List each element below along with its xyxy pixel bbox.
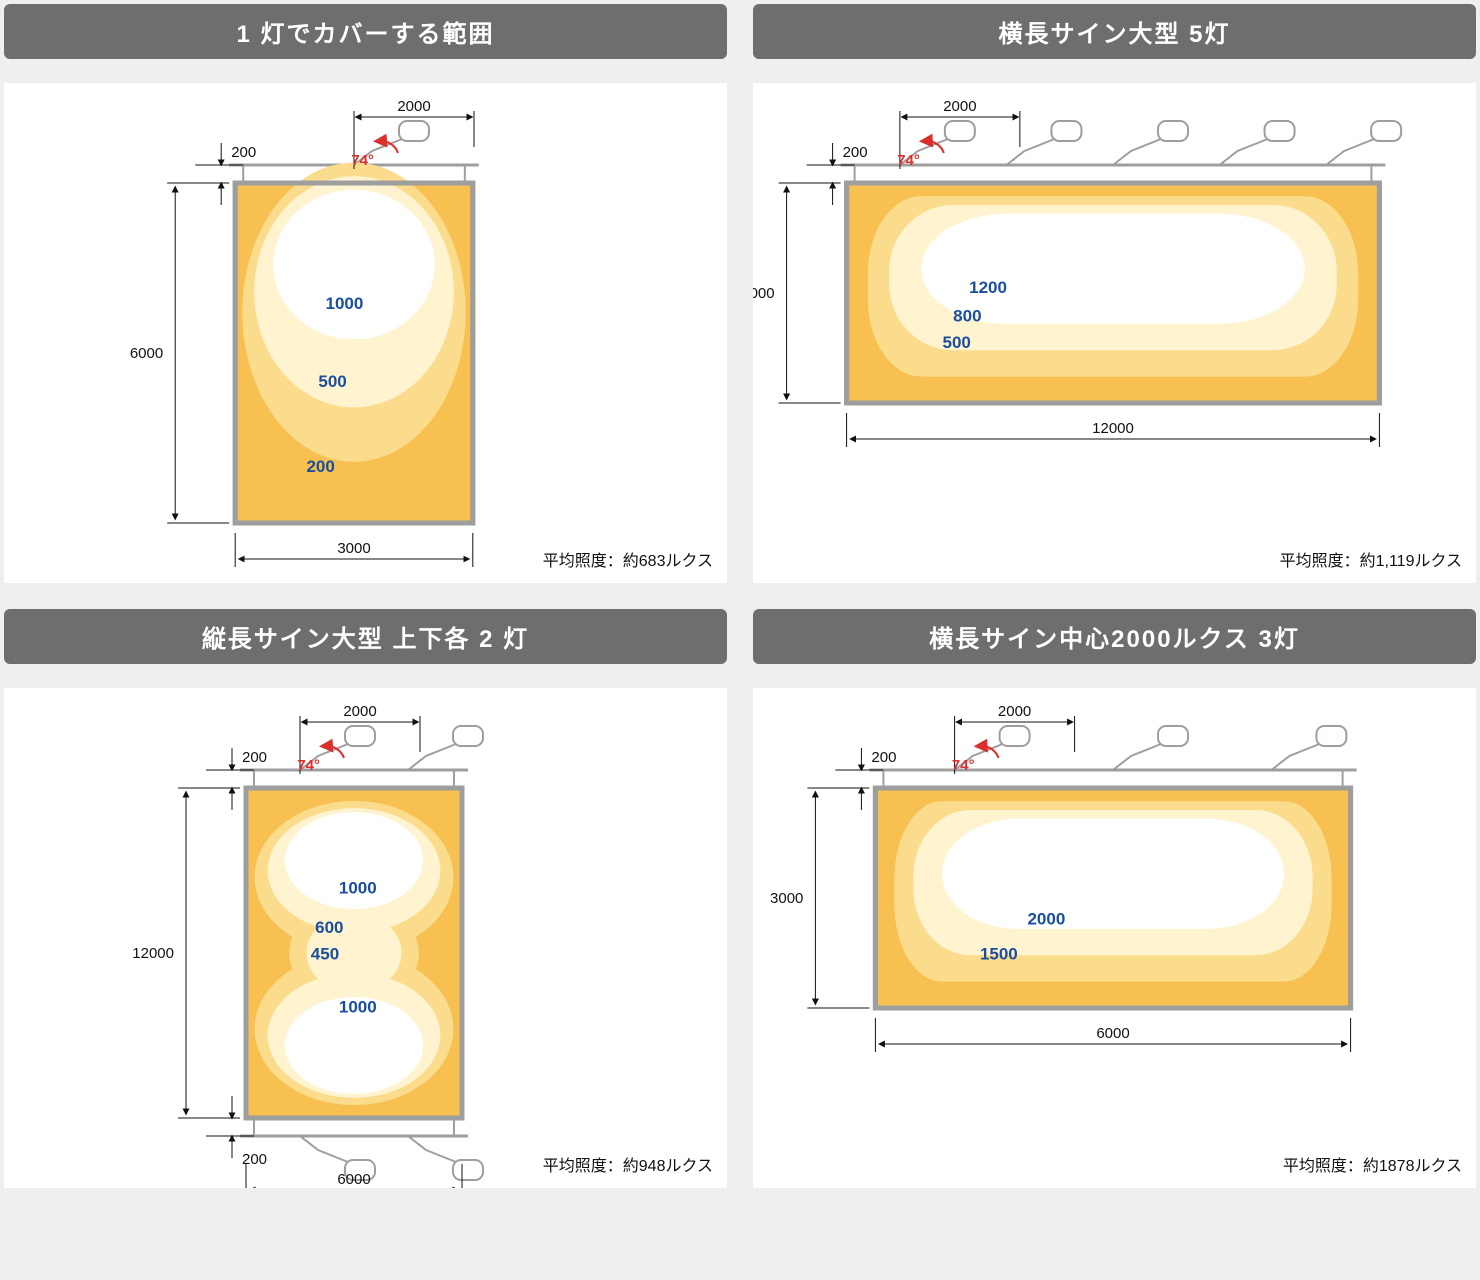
avg-lux-label: 平均照度：約1,119ルクス	[1280, 547, 1462, 571]
panel-frame: 1200 800 500 6000 200 2000 74° 12000 平均照度：約1,119…	[753, 83, 1476, 583]
panel-title: 縦長サイン大型 上下各 2 灯	[4, 609, 727, 664]
diagram-svg: 2000 1500 3000 200 2000 74° 6000	[753, 688, 1473, 1188]
avg-lux-label: 平均照度：約683ルクス	[543, 547, 713, 571]
panel-frame: 1000 500 200 6000 200 2000 74° 3000 平均照度：約683ルクス	[4, 83, 727, 583]
lux-value: 1500	[980, 945, 1018, 964]
lux-value: 600	[315, 918, 343, 937]
dim-horizontal: 6000	[337, 1171, 370, 1188]
lux-value: 450	[311, 945, 339, 964]
angle-label: 74°	[297, 757, 320, 774]
lux-value: 500	[318, 372, 346, 391]
lux-value: 200	[306, 457, 334, 476]
dim-horizontal: 3000	[337, 540, 370, 557]
panel-title: 横長サイン大型 5灯	[753, 4, 1476, 59]
dim-arm: 2000	[343, 703, 376, 720]
angle-label: 74°	[897, 152, 920, 169]
lux-value: 1200	[969, 278, 1007, 297]
dim-top-offset: 200	[231, 144, 256, 161]
panel-title: 横長サイン中心2000ルクス 3灯	[753, 609, 1476, 664]
dim-top-offset: 200	[242, 749, 267, 766]
panel-frame: 1000600450100012000200200200074°6000平均照度…	[4, 688, 727, 1188]
dim-vertical: 6000	[130, 345, 163, 362]
dim-horizontal: 6000	[1096, 1025, 1129, 1042]
avg-lux-label: 平均照度：約948ルクス	[543, 1152, 713, 1176]
dim-horizontal: 12000	[1092, 420, 1134, 437]
dim-vertical: 3000	[770, 890, 803, 907]
lux-value: 500	[943, 333, 971, 352]
dim-arm: 2000	[998, 703, 1031, 720]
lux-value: 2000	[1027, 909, 1065, 928]
panel-p3: 縦長サイン大型 上下各 2 灯 1000 600 450 1000 12000 200 200…	[4, 609, 727, 1188]
lux-value: 1000	[339, 879, 377, 898]
panel-p1: 1 灯でカバーする範囲 1000 500 200 6000 200 2000 74° 3000 平…	[4, 4, 727, 583]
panel-p2: 横長サイン大型 5灯 1200 800 500 6000 200 2000 74° 12000 平…	[753, 4, 1476, 583]
diagram-svg: 1200 800 500 6000 200 2000 74° 12000	[753, 83, 1473, 583]
angle-label: 74°	[952, 757, 975, 774]
dim-arm: 2000	[397, 98, 430, 115]
panel-title: 1 灯でカバーする範囲	[4, 4, 727, 59]
dim-vertical: 6000	[753, 285, 775, 302]
dim-top-offset: 200	[843, 144, 868, 161]
panel-p4: 横長サイン中心2000ルクス 3灯 2000 1500 3000 200 2000 74° 6…	[753, 609, 1476, 1188]
lux-value: 800	[953, 307, 981, 326]
avg-lux-label: 平均照度：約1878ルクス	[1283, 1152, 1462, 1176]
angle-label: 74°	[351, 152, 374, 169]
dim-arm: 2000	[943, 98, 976, 115]
lux-value: 1000	[339, 997, 377, 1016]
lux-value: 1000	[325, 294, 363, 313]
panel-frame: 2000 1500 3000 200 2000 74° 6000 平均照度：約1878ルクス	[753, 688, 1476, 1188]
dim-vertical: 12000	[132, 945, 174, 962]
diagram-svg: 1000 500 200 6000 200 2000 74° 3000	[4, 83, 724, 583]
dim-top-offset: 200	[871, 749, 896, 766]
diagram-svg: 1000600450100012000200200200074°6000	[4, 688, 724, 1188]
